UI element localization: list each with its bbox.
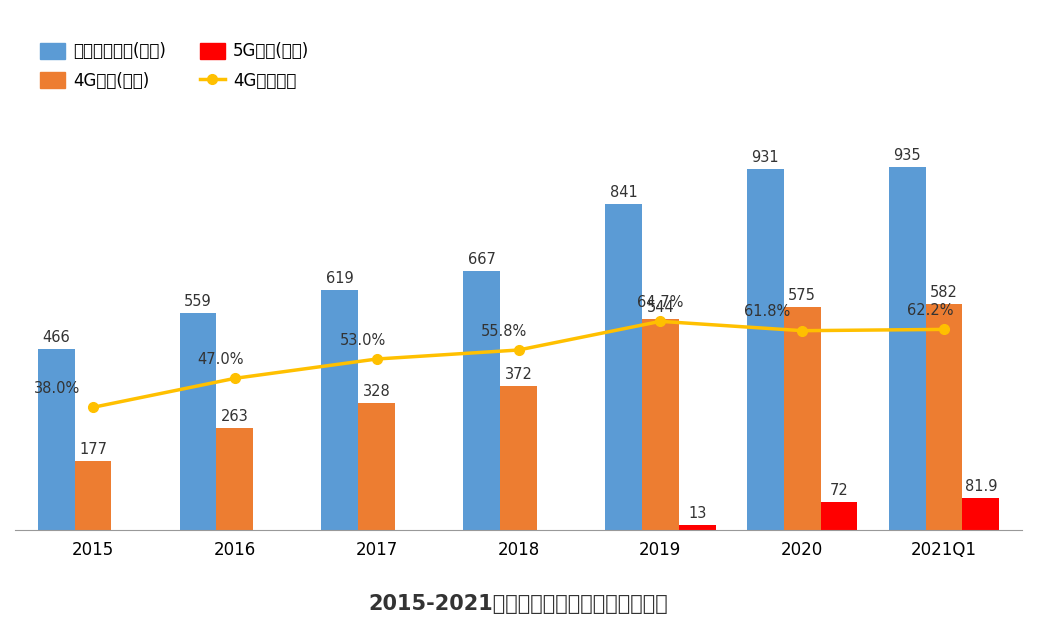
Text: 575: 575: [788, 288, 816, 303]
Bar: [464, 271, 500, 530]
Bar: [75, 461, 111, 530]
Bar: [321, 290, 358, 530]
Bar: [37, 349, 75, 530]
Bar: [820, 502, 858, 530]
Bar: [889, 167, 926, 530]
Text: 47.0%: 47.0%: [197, 352, 244, 367]
Text: 72: 72: [830, 483, 848, 498]
Text: 372: 372: [505, 366, 532, 382]
Text: 935: 935: [893, 149, 921, 164]
Text: 328: 328: [363, 384, 391, 399]
Bar: [605, 204, 642, 530]
Text: 55.8%: 55.8%: [481, 324, 528, 339]
Bar: [500, 386, 537, 530]
Legend: 移动电话基站(万个), 4G基站(万个), 5G基站(万个), 4G基站占比: 移动电话基站(万个), 4G基站(万个), 5G基站(万个), 4G基站占比: [33, 36, 316, 97]
Text: 582: 582: [930, 285, 958, 300]
Text: 53.0%: 53.0%: [339, 333, 386, 348]
Text: 263: 263: [221, 409, 249, 424]
Text: 931: 931: [752, 150, 779, 165]
Bar: [747, 169, 784, 530]
Text: 61.8%: 61.8%: [744, 304, 790, 320]
Bar: [217, 428, 253, 530]
Text: 13: 13: [688, 506, 706, 521]
Bar: [679, 524, 716, 530]
Text: 841: 841: [610, 185, 638, 200]
Text: 619: 619: [326, 271, 354, 286]
Bar: [962, 498, 1000, 530]
Text: 544: 544: [646, 300, 674, 315]
Text: 177: 177: [79, 442, 107, 457]
Bar: [358, 402, 395, 530]
Bar: [784, 307, 820, 530]
Text: 667: 667: [468, 252, 496, 267]
Text: 62.2%: 62.2%: [906, 303, 953, 318]
Bar: [179, 313, 217, 530]
Text: 2015-2021年我国移动通信基站数发展情况: 2015-2021年我国移动通信基站数发展情况: [368, 594, 669, 614]
Text: 559: 559: [185, 294, 212, 309]
Text: 38.0%: 38.0%: [34, 381, 81, 396]
Bar: [926, 304, 962, 530]
Text: 466: 466: [43, 330, 71, 345]
Bar: [642, 319, 679, 530]
Text: 64.7%: 64.7%: [637, 295, 683, 310]
Text: 81.9: 81.9: [964, 479, 998, 494]
